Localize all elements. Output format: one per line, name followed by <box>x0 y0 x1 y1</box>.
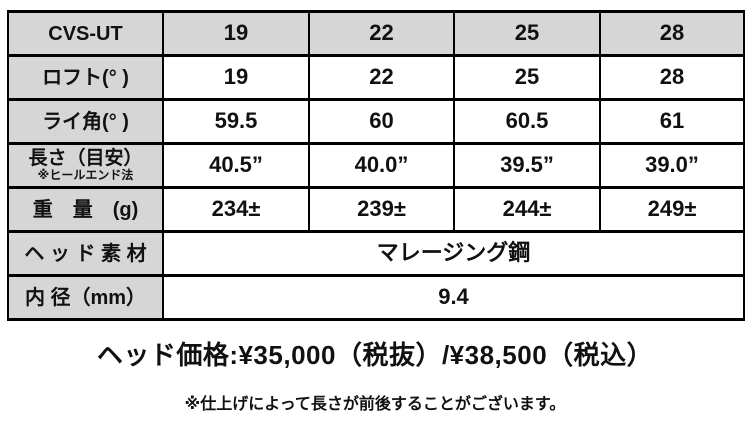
weight-value: 234± <box>162 186 310 233</box>
spec-row-inner-diameter: 内 径（mm） 9.4 <box>7 274 745 321</box>
loft-value: 28 <box>599 54 745 101</box>
finish-note-text: ※仕上げによって長さが前後することがございます。 <box>184 396 566 413</box>
model-option-28: 28 <box>599 10 745 57</box>
model-name-cell: CVS-UT <box>7 10 164 57</box>
row-label-head-material: ヘ ッ ド 素 材 <box>7 230 164 277</box>
spec-row-weight: 重 量 (g) 234± 239± 244± 249± <box>7 186 745 233</box>
row-label-lie-angle: ライ角(° ) <box>7 98 164 145</box>
lie-angle-value: 60 <box>308 98 455 145</box>
length-value: 39.0” <box>599 142 745 189</box>
length-sublabel: ※ヒールエンド法 <box>37 167 134 182</box>
length-value: 40.0” <box>308 142 455 189</box>
loft-value: 22 <box>308 54 455 101</box>
lie-angle-value: 59.5 <box>162 98 310 145</box>
model-option-25: 25 <box>453 10 601 57</box>
weight-value: 249± <box>599 186 745 233</box>
head-price-text: ヘッド価格:¥35,000（税抜）/¥38,500（税込） <box>96 340 654 370</box>
model-option-19: 19 <box>162 10 310 57</box>
row-label-weight: 重 量 (g) <box>7 186 164 233</box>
inner-diameter-value: 9.4 <box>162 274 745 321</box>
loft-value: 19 <box>162 54 310 101</box>
weight-value: 239± <box>308 186 455 233</box>
length-value: 39.5” <box>453 142 601 189</box>
length-label: 長さ（目安） <box>28 147 143 169</box>
spec-header-row: CVS-UT 19 22 25 28 <box>7 10 745 57</box>
spec-row-head-material: ヘ ッ ド 素 材 マレージング鋼 <box>7 230 745 277</box>
weight-value: 244± <box>453 186 601 233</box>
row-label-inner-diameter: 内 径（mm） <box>7 274 164 321</box>
spec-row-lie-angle: ライ角(° ) 59.5 60 60.5 61 <box>7 98 745 145</box>
spec-row-length: 長さ（目安） ※ヒールエンド法 40.5” 40.0” 39.5” 39.0” <box>7 142 745 189</box>
row-label-loft: ロフト(° ) <box>7 54 164 101</box>
lie-angle-value: 61 <box>599 98 745 145</box>
length-value: 40.5” <box>162 142 310 189</box>
lie-angle-value: 60.5 <box>453 98 601 145</box>
spec-table: CVS-UT 19 22 25 28 ロフト(° ) 19 22 25 28 ラ… <box>7 10 745 321</box>
loft-value: 25 <box>453 54 601 101</box>
model-option-22: 22 <box>308 10 455 57</box>
spec-row-loft: ロフト(° ) 19 22 25 28 <box>7 54 745 101</box>
row-label-length: 長さ（目安） ※ヒールエンド法 <box>7 142 164 189</box>
head-material-value: マレージング鋼 <box>162 230 745 277</box>
